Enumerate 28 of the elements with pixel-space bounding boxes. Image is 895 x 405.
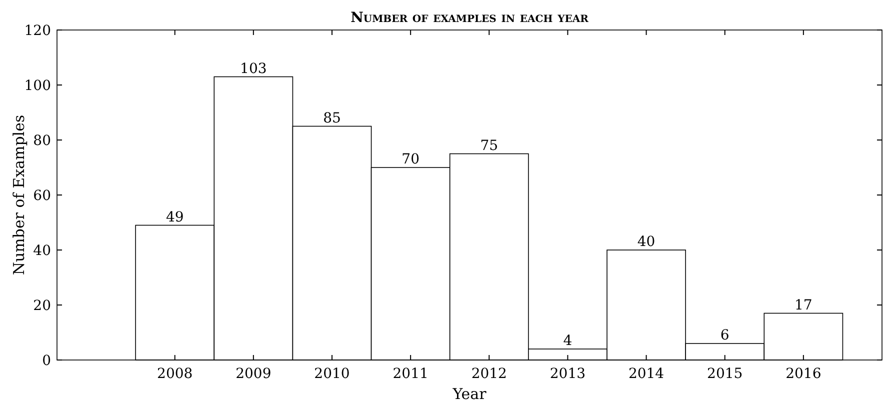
y-tick-label: 0 [42, 352, 51, 369]
data-label: 40 [637, 234, 656, 250]
data-label: 6 [720, 328, 730, 344]
y-axis-title: Number of Examples [10, 114, 28, 276]
x-axis-title: Year [452, 385, 488, 403]
data-label: 49 [166, 209, 184, 226]
x-tick-label: 2016 [786, 366, 822, 382]
x-tick-label: 2009 [236, 366, 272, 382]
x-tick-label: 2008 [157, 366, 193, 382]
chart-title: Number of examples in each year [350, 10, 590, 26]
y-tick-label: 40 [33, 242, 51, 259]
y-tick-label: 20 [33, 298, 51, 314]
x-tick-label: 2014 [628, 366, 664, 382]
data-label: 103 [240, 60, 267, 77]
x-tick-label: 2013 [550, 366, 586, 382]
data-label: 17 [794, 297, 812, 314]
data-label: 70 [402, 152, 420, 168]
x-tick-label: 2011 [392, 366, 428, 382]
data-label: 4 [563, 333, 572, 349]
y-tick-label: 120 [24, 22, 51, 39]
data-label: 85 [323, 110, 341, 126]
y-tick-label: 60 [33, 188, 51, 204]
x-tick-label: 2010 [314, 366, 350, 382]
x-tick-label: 2015 [707, 366, 743, 382]
x-tick-label: 2012 [471, 366, 507, 382]
y-tick-label: 80 [33, 132, 51, 149]
data-label: 75 [480, 138, 498, 154]
y-tick-label: 100 [24, 78, 51, 94]
